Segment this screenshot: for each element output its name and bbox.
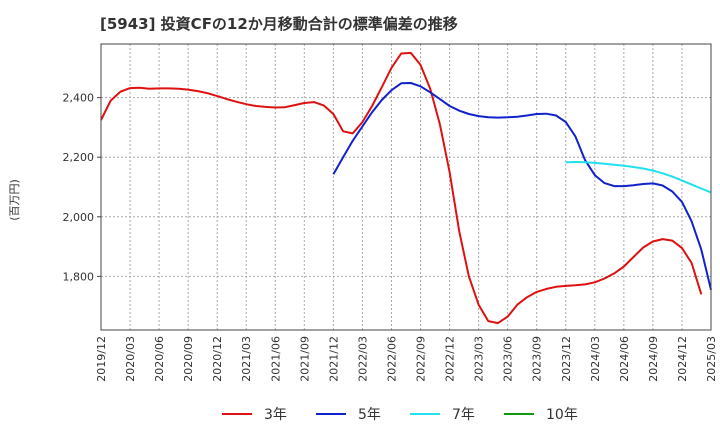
x-tick-label: 2022/03 bbox=[356, 336, 369, 382]
x-axis-ticks: 2019/12 2020/03 2020/06 2020/09 2020/12 2021/… bbox=[95, 336, 718, 382]
x-tick-label: 2023/09 bbox=[531, 336, 544, 382]
x-tick-label: 2023/03 bbox=[473, 336, 486, 382]
x-tick-label: 2024/06 bbox=[618, 336, 631, 382]
x-tick-label: 2020/09 bbox=[182, 336, 195, 382]
series-line-1 bbox=[100, 51, 703, 325]
series-line-2 bbox=[332, 82, 712, 291]
y-tick-label: 2,000 bbox=[63, 211, 95, 224]
x-tick-label: 2024/09 bbox=[647, 336, 660, 382]
legend-label-4: 10年 bbox=[546, 407, 578, 423]
legend-label-2: 5年 bbox=[358, 407, 381, 423]
x-tick-label: 2024/12 bbox=[676, 336, 689, 382]
y-tick-label: 2,200 bbox=[63, 151, 95, 164]
x-tick-label: 2024/03 bbox=[589, 336, 602, 382]
series-lines bbox=[100, 51, 712, 325]
legend: 3年 5年 7年 10年 bbox=[222, 407, 578, 423]
x-tick-label: 2022/12 bbox=[444, 336, 457, 382]
x-tick-label: 2020/03 bbox=[124, 336, 137, 382]
y-axis-ticks: 1,800 2,000 2,200 2,400 bbox=[63, 92, 101, 283]
legend-label-3: 7年 bbox=[452, 407, 475, 423]
x-tick-label: 2023/12 bbox=[560, 336, 573, 382]
legend-label-1: 3年 bbox=[264, 407, 287, 423]
chart-title: [5943] 投資CFの12か月移動合計の標準偏差の推移 bbox=[100, 15, 458, 33]
x-tick-label: 2021/12 bbox=[327, 336, 340, 382]
x-tick-label: 2019/12 bbox=[95, 336, 108, 382]
x-tick-label: 2020/12 bbox=[211, 336, 224, 382]
x-tick-label: 2020/06 bbox=[153, 336, 166, 382]
y-axis-label: (百万円) bbox=[8, 179, 21, 221]
x-tick-label: 2022/09 bbox=[415, 336, 428, 382]
x-tick-label: 2021/03 bbox=[240, 336, 253, 382]
x-tick-label: 2021/06 bbox=[269, 336, 282, 382]
x-tick-label: 2022/06 bbox=[385, 336, 398, 382]
series-line-3 bbox=[565, 161, 712, 194]
x-tick-label: 2025/03 bbox=[705, 336, 718, 382]
x-tick-label: 2023/06 bbox=[502, 336, 515, 382]
y-tick-label: 2,400 bbox=[63, 92, 95, 105]
x-tick-label: 2021/09 bbox=[298, 336, 311, 382]
plot-area-border bbox=[100, 43, 712, 331]
y-tick-label: 1,800 bbox=[63, 270, 95, 283]
